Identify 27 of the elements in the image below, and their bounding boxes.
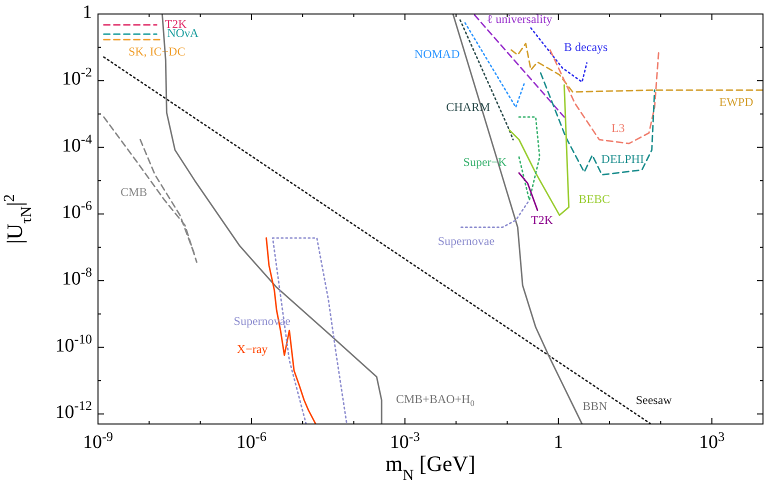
series-label: NOMAD xyxy=(414,46,460,61)
series-label: T2K xyxy=(531,212,554,227)
series-label: Supernovae xyxy=(438,234,495,248)
series-label: X−ray xyxy=(236,342,268,356)
series-label: DELPHI xyxy=(601,152,644,166)
x-tick-label: 1 xyxy=(554,432,564,453)
series-label: EWPD xyxy=(719,94,754,109)
x-axis-title: m$_{N}$ [GeV] xyxy=(386,451,476,483)
series-label: CMB xyxy=(120,184,148,199)
series-label: CMB+BAO+H$_{0}$ xyxy=(396,392,474,408)
series-label: ℓ universality xyxy=(486,12,552,26)
y-tick-label: 10$^{-6}$ xyxy=(62,198,92,224)
y-tick-label: 1 xyxy=(82,2,92,24)
y-tick-label: 10$^{-10}$ xyxy=(55,330,92,357)
x-tick-label: 10$^{3}$ xyxy=(699,428,726,453)
series-label: BBN xyxy=(582,398,608,413)
series-label: L3 xyxy=(611,120,625,135)
y-tick-label: 10$^{-8}$ xyxy=(62,264,92,290)
y-tick-label: 10$^{-2}$ xyxy=(62,64,92,90)
y-tick-label: 10$^{-12}$ xyxy=(55,398,92,424)
x-tick-label: 10$^{-3}$ xyxy=(390,428,420,453)
x-tick-label: 10$^{-9}$ xyxy=(82,428,114,453)
y-tick-label: 10$^{-4}$ xyxy=(62,130,92,157)
series-label: Seesaw xyxy=(636,392,672,407)
series-label: B decays xyxy=(564,40,608,54)
series-label: BEBC xyxy=(578,192,610,206)
x-tick-label: 10$^{-6}$ xyxy=(236,428,267,453)
